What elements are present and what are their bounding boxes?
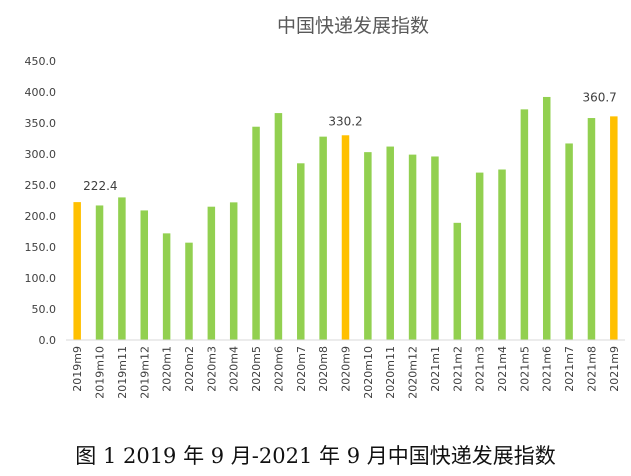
x-tick-label: 2020m4 [228,346,241,392]
x-tick-label: 2021m5 [518,346,531,392]
x-tick-label: 2019m10 [94,346,107,399]
bar [610,116,618,340]
bar [431,156,439,340]
bar [162,233,171,340]
x-tick-label: 2019m12 [138,346,151,399]
x-tick-label: 2020m1 [161,346,174,392]
x-tick-label: 2020m7 [295,346,308,392]
x-tick-label: 2020m9 [340,346,353,392]
figure-caption: 图 1 2019 年 9 月-2021 年 9 月中国快递发展指数 [75,444,556,468]
bar [364,152,372,340]
bar [542,96,551,341]
bar [274,113,283,340]
x-tick-label: 2020m12 [407,346,420,399]
bar [587,118,596,340]
x-tick-label: 2021m4 [496,346,509,392]
bar [565,143,573,340]
y-tick-label: 300.0 [25,148,57,161]
y-tick-label: 50.0 [32,303,57,316]
bar [341,135,350,340]
y-tick-label: 100.0 [25,272,57,285]
bar [229,202,238,340]
x-tick-label: 2020m8 [317,346,330,392]
bar [475,172,484,340]
x-tick-label: 2020m5 [250,346,263,392]
y-tick-label: 350.0 [25,117,57,130]
x-tick-label: 2019m11 [116,346,129,399]
x-axis: 2019m9 2019m10 2019m11 2019m12 2020m1 2020m2 2… [71,346,621,399]
y-axis: 0.0 50.0 100.0 150.0 200.0 250.0 300.0 350.0 400… [25,55,57,347]
x-tick-label: 2020m3 [205,346,218,392]
bar [297,163,305,340]
bar [185,242,193,340]
y-tick-label: 450.0 [25,55,57,68]
data-label: 330.2 [328,114,362,128]
x-tick-label: 2021m8 [585,346,598,392]
bar [408,154,417,340]
bar [252,126,260,340]
x-tick-label: 2020m6 [272,346,285,392]
bar [453,222,462,340]
bar [207,206,216,340]
bar [73,202,81,340]
data-label: 222.4 [83,179,117,193]
y-tick-label: 200.0 [25,210,57,223]
bar [520,109,529,340]
y-tick-label: 250.0 [25,179,57,192]
bar [498,169,506,340]
bar [386,146,394,340]
bar [140,210,149,340]
x-tick-label: 2020m2 [183,346,196,392]
data-label: 360.7 [582,90,616,104]
x-tick-label: 2020m10 [362,346,375,399]
x-tick-label: 2021m7 [563,346,576,392]
y-tick-label: 150.0 [25,241,57,254]
y-tick-label: 0.0 [39,334,57,347]
data-labels: 222.4 330.2 360.7 [83,90,617,193]
bar [118,197,126,340]
x-tick-label: 2021m2 [451,346,464,392]
x-tick-label: 2021m3 [474,346,487,392]
x-tick-label: 2021m9 [608,346,621,392]
bar [319,136,327,340]
x-tick-label: 2020m11 [384,346,397,399]
y-tick-label: 400.0 [25,86,57,99]
bars [73,96,618,341]
x-tick-label: 2019m9 [71,346,84,392]
bar [95,205,104,340]
x-tick-label: 2021m1 [429,346,442,392]
x-tick-label: 2021m6 [541,346,554,392]
chart-title: 中国快递发展指数 [277,15,429,37]
